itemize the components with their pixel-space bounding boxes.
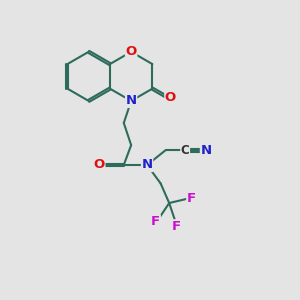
Text: N: N: [142, 158, 153, 172]
Text: C: C: [181, 144, 190, 157]
Text: F: F: [151, 215, 160, 228]
Text: N: N: [200, 144, 211, 157]
Text: F: F: [187, 192, 196, 205]
Text: N: N: [126, 94, 137, 107]
Text: O: O: [125, 45, 137, 58]
Text: O: O: [94, 158, 105, 172]
Text: O: O: [165, 91, 176, 104]
Text: F: F: [172, 220, 181, 233]
